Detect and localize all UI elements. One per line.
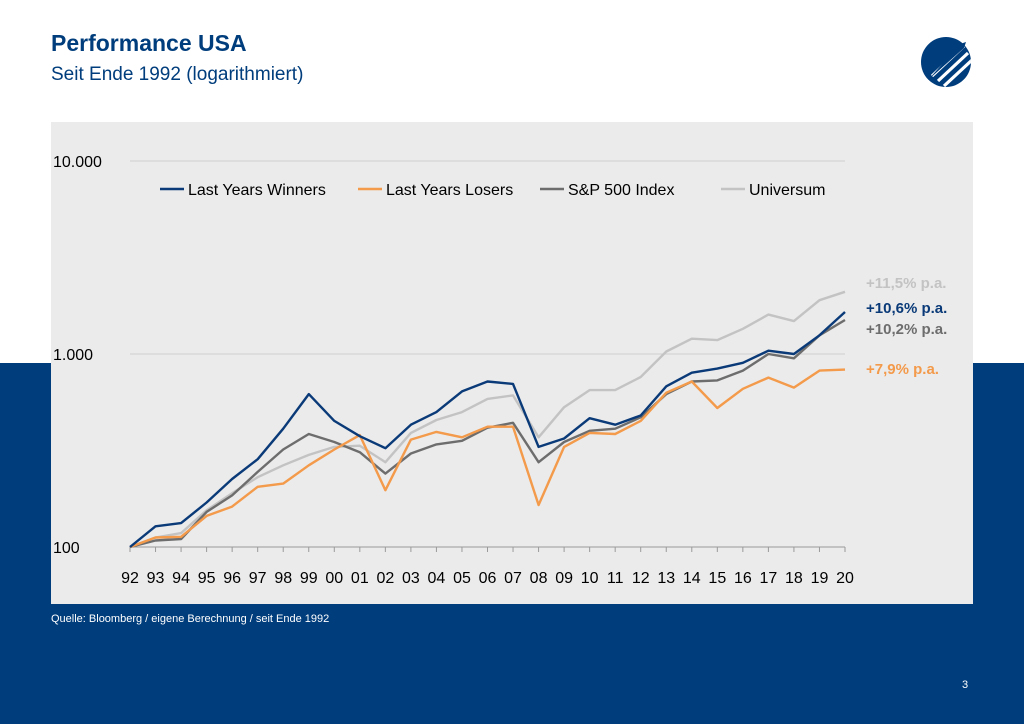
x-tick-label: 14 — [683, 570, 701, 587]
x-tick-label: 05 — [453, 570, 471, 587]
legend-label: Last Years Winners — [188, 182, 326, 199]
x-tick-label: 16 — [734, 570, 752, 587]
x-tick-label: 95 — [198, 570, 216, 587]
x-tick-label: 03 — [402, 570, 420, 587]
x-tick-label: 12 — [632, 570, 650, 587]
source-note: Quelle: Bloomberg / eigene Berechnung / … — [51, 613, 330, 625]
x-tick-label: 13 — [657, 570, 675, 587]
series-line-last-years-losers — [129, 368, 846, 549]
x-tick-label: 09 — [555, 570, 573, 587]
x-tick-label: 02 — [376, 570, 394, 587]
x-tick-label: 19 — [811, 570, 829, 587]
x-tick-label: 99 — [300, 570, 318, 587]
x-tick-label: 01 — [351, 570, 369, 587]
page-subtitle: Seit Ende 1992 (logarithmiert) — [51, 64, 304, 85]
y-tick-label: 10.000 — [53, 154, 102, 171]
series-end-label: +7,9% p.a. — [866, 361, 939, 378]
series-line-last-years-winners — [129, 311, 846, 548]
y-tick-label: 1.000 — [53, 347, 93, 364]
x-tick-label: 00 — [325, 570, 343, 587]
x-tick-label: 11 — [607, 570, 624, 587]
x-tick-label: 93 — [147, 570, 165, 587]
x-tick-label: 08 — [530, 570, 548, 587]
chart-background — [51, 122, 973, 604]
legend-label: Universum — [749, 182, 825, 199]
series-end-label: +10,6% p.a. — [866, 300, 947, 317]
page-title: Performance USA — [51, 30, 247, 56]
x-tick-label: 18 — [785, 570, 803, 587]
x-tick-label: 96 — [223, 570, 241, 587]
legend-label: Last Years Losers — [386, 182, 513, 199]
x-tick-label: 92 — [121, 570, 139, 587]
y-tick-label: 100 — [53, 540, 80, 557]
x-tick-label: 07 — [504, 570, 522, 587]
x-tick-label: 20 — [836, 570, 854, 587]
x-tick-label: 17 — [759, 570, 777, 587]
x-tick-label: 97 — [249, 570, 267, 587]
page-number: 3 — [962, 679, 969, 691]
x-tick-label: 98 — [274, 570, 292, 587]
x-tick-label: 04 — [428, 570, 446, 587]
legend-label: S&P 500 Index — [568, 182, 674, 199]
x-tick-label: 94 — [172, 570, 190, 587]
series-end-label: +11,5% p.a. — [866, 275, 946, 292]
company-logo-icon — [921, 37, 971, 87]
performance-chart: 100 1.000 10.000 92 93 94 95 96 97 98 99 00 01 02 03 04… — [51, 122, 973, 604]
series-end-label: +10,2% p.a. — [866, 321, 947, 338]
x-tick-label: 15 — [708, 570, 726, 587]
series-line-universum — [129, 290, 846, 549]
x-tick-label: 10 — [581, 570, 599, 587]
x-tick-label: 06 — [479, 570, 497, 587]
